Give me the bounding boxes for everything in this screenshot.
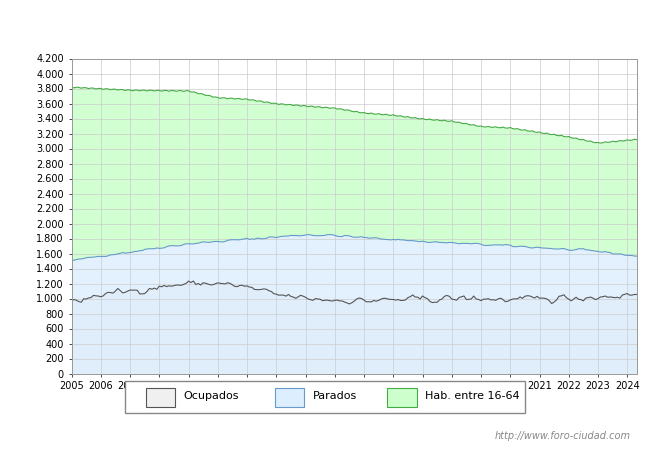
Bar: [387, 387, 417, 407]
FancyBboxPatch shape: [125, 381, 525, 413]
Text: Ocupados: Ocupados: [183, 392, 239, 401]
Text: Almadén - Evolucion de la poblacion en edad de Trabajar Mayo de 2024: Almadén - Evolucion de la poblacion en e…: [58, 18, 592, 31]
Text: Parados: Parados: [313, 392, 357, 401]
Text: http://www.foro-ciudad.com: http://www.foro-ciudad.com: [495, 431, 630, 441]
Text: Hab. entre 16-64: Hab. entre 16-64: [425, 392, 519, 401]
Bar: [146, 387, 176, 407]
Bar: [275, 387, 304, 407]
